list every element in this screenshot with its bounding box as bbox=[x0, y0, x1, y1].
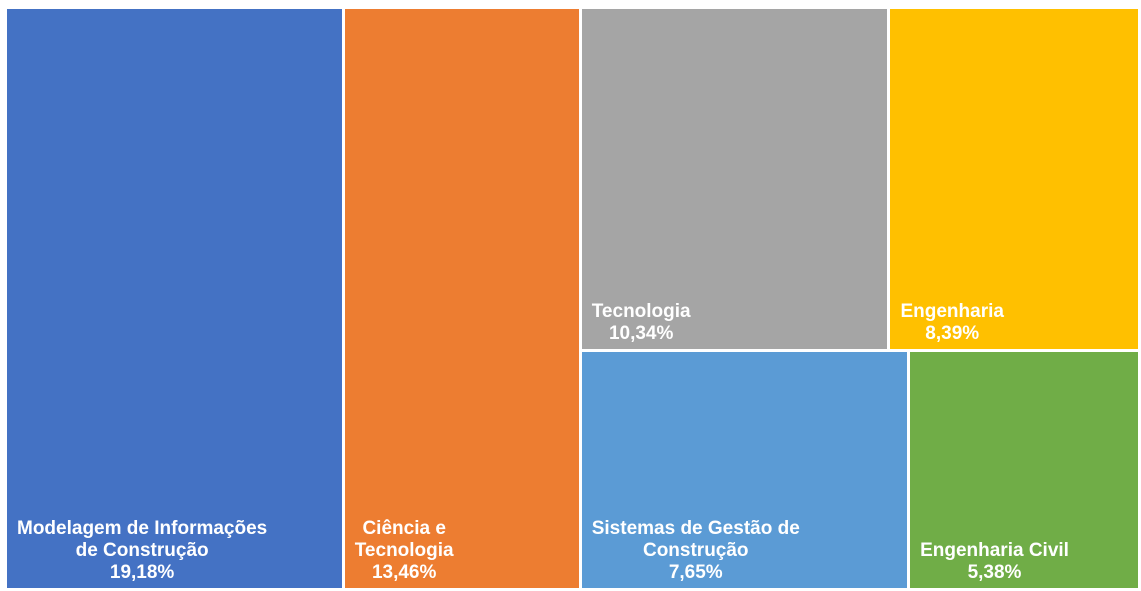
value-label: 5,38% bbox=[967, 561, 1022, 583]
treemap-cell: Sistemas de Gestão de Construção 7,65% bbox=[581, 352, 908, 588]
category-label: Ciência e Tecnologia bbox=[354, 518, 454, 561]
value-label: 19,18% bbox=[109, 562, 175, 583]
cell-label: Ciência e Tecnologia 13,46% bbox=[355, 518, 454, 584]
treemap-cell: Modelagem de Informações de Construção 19… bbox=[7, 9, 342, 588]
category-label: Tecnologia bbox=[591, 301, 691, 323]
treemap-cell: Tecnologia 10,34% bbox=[581, 9, 888, 350]
category-label: Sistemas de Gestão de Construção bbox=[591, 517, 800, 561]
cell-label: Engenharia Civil 5,38% bbox=[920, 540, 1069, 584]
cell-label: Tecnologia 10,34% bbox=[592, 301, 691, 345]
cell-label: Engenharia 8,39% bbox=[900, 301, 1003, 345]
treemap-cell: Ciência e Tecnologia 13,46% bbox=[344, 9, 579, 588]
cell-label: Modelagem de Informações de Construção 19… bbox=[17, 518, 267, 584]
treemap-cell: Engenharia Civil 5,38% bbox=[910, 352, 1138, 588]
category-label: Modelagem de Informações de Construção bbox=[17, 518, 268, 561]
value-label: 7,65% bbox=[668, 561, 723, 583]
category-label: Engenharia bbox=[900, 301, 1004, 323]
value-label: 13,46% bbox=[371, 562, 437, 583]
treemap-cell: Engenharia 8,39% bbox=[890, 9, 1138, 350]
cell-label: Sistemas de Gestão de Construção 7,65% bbox=[592, 518, 800, 584]
category-label: Engenharia Civil bbox=[920, 539, 1069, 561]
value-label: 8,39% bbox=[925, 323, 980, 345]
value-label: 10,34% bbox=[608, 323, 674, 345]
